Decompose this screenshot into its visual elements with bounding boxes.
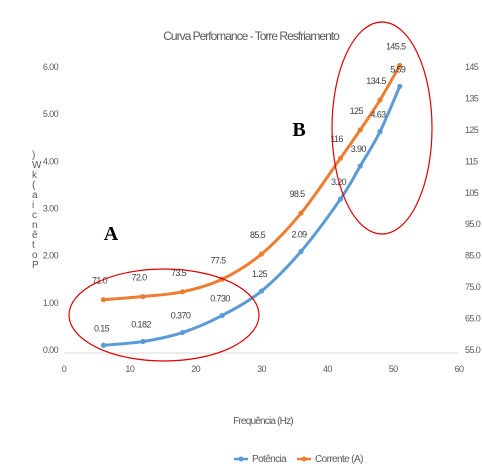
data-point-potencia — [100, 342, 107, 348]
data-point-corrente — [179, 289, 186, 295]
data-labels: 0.15 0.1820.3700.7301.252.093.203.904.635… — [92, 41, 407, 333]
x-axis: 0 10 20 30 40 50 60 — [62, 364, 465, 374]
y-right-tick: 135 — [465, 93, 479, 103]
data-point-corrente — [357, 127, 363, 133]
data-label-corrente: 145.5 — [386, 41, 406, 51]
y-right-tick: 55.0 — [465, 345, 481, 355]
y-right-tick: 95.0 — [465, 219, 481, 229]
y-left-tick: 5.00 — [43, 109, 59, 119]
data-point-potencia — [377, 129, 383, 135]
y-right-tick: 85.0 — [465, 251, 481, 261]
data-label-potencia: 0.15 — [94, 323, 110, 333]
data-label-potencia: 1.25 — [252, 269, 268, 279]
data-point-potencia — [357, 163, 363, 169]
region-a-ellipse — [68, 268, 260, 362]
x-axis-title: Frequência (Hz) — [233, 416, 293, 427]
series-line-potencia — [102, 84, 402, 347]
legend: Potência Corrente (A) — [234, 454, 364, 465]
data-label-potencia: 2.09 — [291, 229, 307, 239]
data-label-corrente: 77.5 — [210, 255, 226, 265]
y-left-tick: 4.00 — [43, 156, 59, 166]
y-right-tick: 145 — [465, 62, 479, 72]
legend-label-corrente: Corrente (A) — [315, 454, 363, 465]
data-point-potencia — [258, 288, 265, 294]
data-point-corrente — [100, 297, 107, 303]
x-tick: 50 — [389, 364, 398, 374]
data-point-potencia — [397, 83, 403, 89]
x-tick: 60 — [455, 364, 464, 374]
series-line-corrente — [102, 63, 402, 302]
data-label-potencia: 0.370 — [171, 311, 191, 321]
data-point-potencia — [337, 196, 344, 202]
x-tick: 40 — [323, 364, 332, 374]
data-point-corrente — [258, 251, 265, 257]
y-right-tick: 115 — [465, 156, 478, 166]
data-label-potencia: 0.730 — [210, 294, 230, 304]
data-label-corrente: 73.5 — [171, 268, 187, 278]
y-right-tick: 65.0 — [465, 314, 481, 324]
x-tick: 10 — [125, 364, 134, 374]
x-tick: 30 — [257, 364, 266, 374]
data-label-corrente: 134.5 — [366, 76, 386, 86]
data-point-corrente — [140, 293, 146, 300]
data-point-corrente — [298, 210, 304, 216]
data-label-potencia: 0.182 — [131, 320, 151, 330]
y-left-tick: 3.00 — [43, 204, 59, 214]
data-point-corrente — [397, 62, 403, 69]
legend-label-potencia: Potência — [252, 454, 287, 465]
data-label-potencia: 5.59 — [390, 64, 406, 74]
data-point-potencia — [298, 248, 304, 255]
legend-marker-corrente — [301, 456, 307, 462]
data-point-potencia — [140, 338, 146, 345]
annotations: AB — [68, 21, 433, 362]
data-label-corrente: 85.5 — [250, 230, 266, 240]
y-right-tick: 75.0 — [465, 282, 481, 292]
data-point-corrente — [377, 97, 383, 103]
right-axis: 55.0 65.0 75.0 85.0 95.0 105 115 125 135 145 — [465, 62, 481, 355]
x-tick: 20 — [191, 364, 200, 374]
region-b-ellipse — [331, 21, 433, 235]
series-group — [100, 62, 403, 348]
region-a-label: A — [104, 223, 119, 245]
region-b-label: B — [292, 119, 305, 141]
data-point-potencia — [219, 312, 225, 319]
y-left-tick: 2.00 — [43, 251, 59, 261]
y-left-tick: 1.00 — [43, 298, 59, 308]
data-point-potencia — [179, 329, 186, 336]
data-label-corrente: 116 — [330, 134, 343, 144]
y-right-tick: 125 — [465, 125, 479, 135]
left-axis: 0.00 1.00 2.00 3.00 4.00 5.00 6.00 — [43, 62, 59, 355]
y-right-tick: 105 — [465, 188, 479, 198]
chart-title: Curva Perfomance - Torre Resfriamento — [163, 29, 340, 43]
data-label-corrente: 125 — [350, 106, 364, 116]
data-point-corrente — [337, 155, 344, 161]
legend-marker-potencia — [238, 456, 244, 462]
x-tick: 0 — [62, 364, 67, 374]
data-label-corrente: 72.0 — [131, 273, 147, 283]
data-label-potencia: 3.90 — [351, 144, 367, 154]
y-left-tick: 6.00 — [43, 62, 59, 72]
data-label-potencia: 4.63 — [370, 110, 386, 120]
data-label-corrente: 98.5 — [289, 189, 305, 199]
y-left-tick: 0.00 — [43, 345, 59, 355]
